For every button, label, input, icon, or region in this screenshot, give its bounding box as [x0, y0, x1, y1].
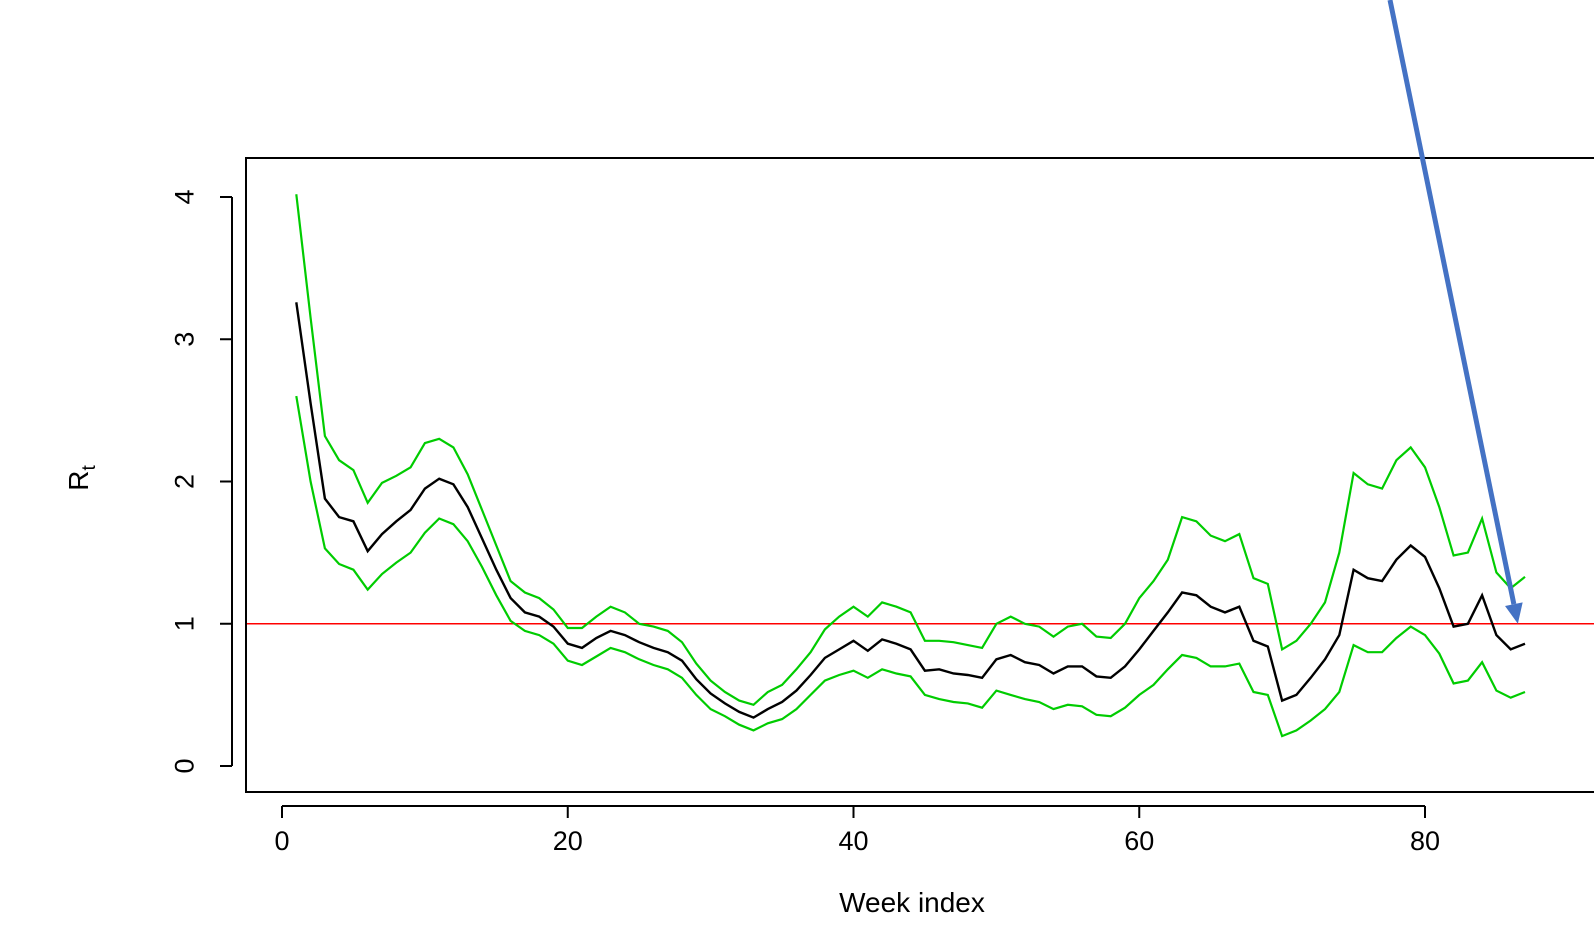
x-axis: 0 20 40 60 80: [274, 805, 1440, 856]
x-tick-label: 80: [1410, 826, 1440, 856]
x-tick-label: 20: [553, 826, 583, 856]
x-tick-label: 40: [838, 826, 868, 856]
y-tick-label: 3: [169, 332, 199, 347]
y-tick-label: 2: [169, 474, 199, 489]
arrow-shaft: [1387, 0, 1517, 605]
x-tick-label: 0: [274, 826, 289, 856]
y-tick-label: 1: [169, 616, 199, 631]
plot-area: [246, 194, 1594, 738]
y-axis: 0 1 2 3 4: [169, 189, 233, 774]
annotation: [1387, 0, 1523, 624]
arrow-head-icon: [1505, 602, 1523, 624]
y-tick-label: 4: [169, 189, 199, 204]
y-axis-label: Rt: [63, 465, 100, 491]
y-tick-label: 0: [169, 758, 199, 773]
x-tick-label: 60: [1124, 826, 1154, 856]
series-line-estimate: [295, 302, 1526, 719]
series-line-upper: [295, 194, 1526, 707]
series-line-lower: [295, 395, 1526, 738]
plot-frame: [245, 157, 1594, 793]
x-axis-label: Week index: [839, 887, 985, 918]
